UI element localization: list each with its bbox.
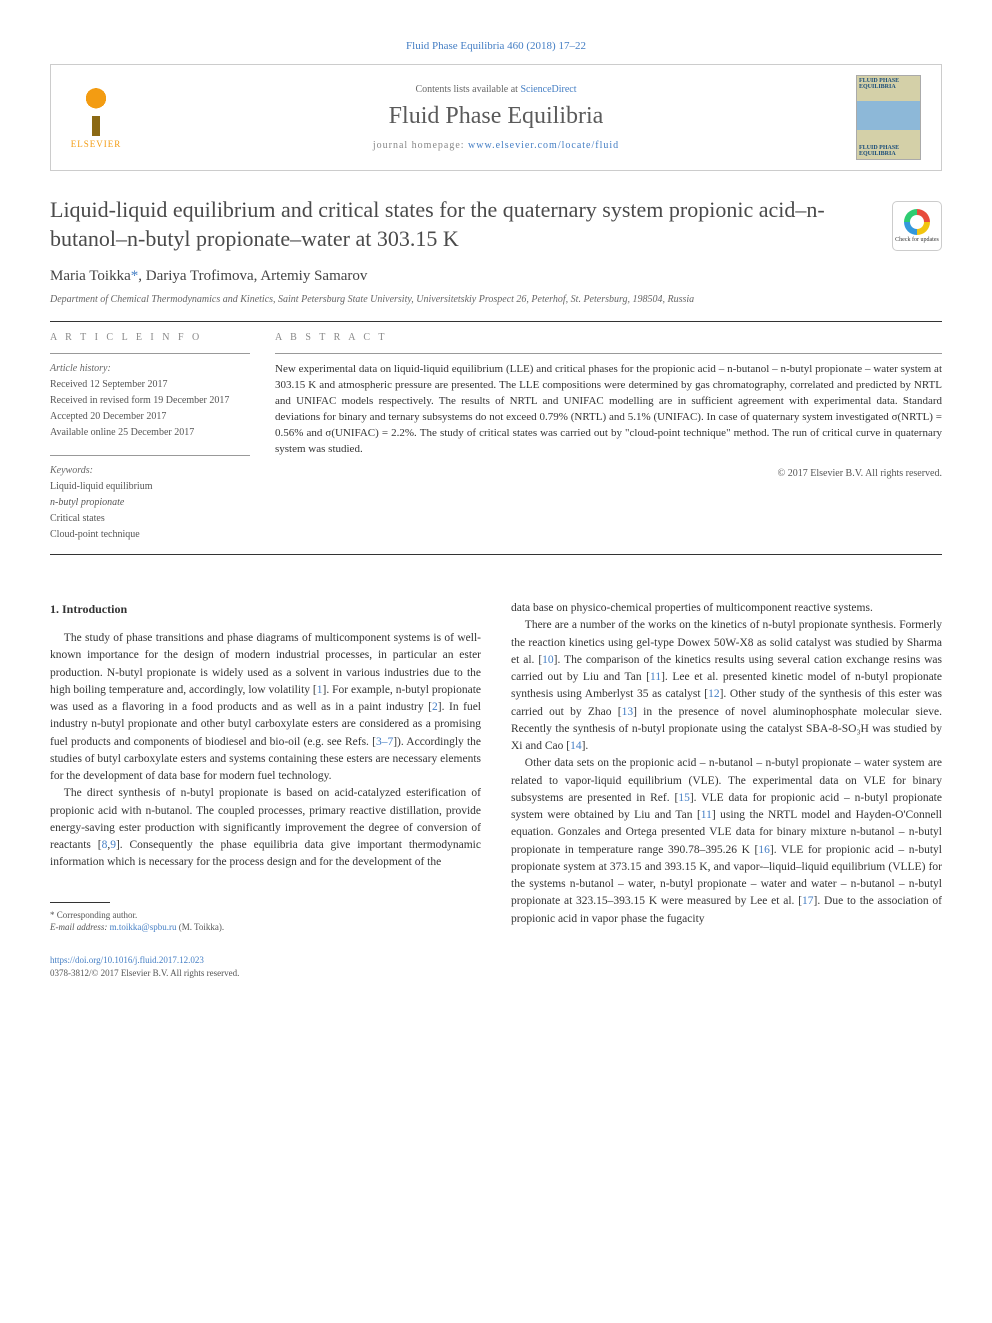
journal-name: Fluid Phase Equilibria [136,103,856,130]
ref-link[interactable]: 12 [708,688,720,700]
affiliation: Department of Chemical Thermodynamics an… [50,293,942,306]
body-paragraph: The study of phase transitions and phase… [50,630,481,785]
accepted-date: Accepted 20 December 2017 [50,410,250,424]
section-heading: 1. Introduction [50,600,481,618]
keywords-label: Keywords: [50,464,250,478]
ref-link[interactable]: 16 [758,844,770,856]
body-paragraph: Other data sets on the propionic acid – … [511,755,942,928]
ref-link[interactable]: 14 [570,740,582,752]
body-paragraph: There are a number of the works on the k… [511,617,942,755]
ref-link[interactable]: 11 [650,671,661,683]
journal-homepage: journal homepage: www.elsevier.com/locat… [136,140,856,151]
body-paragraph: data base on physico-chemical properties… [511,600,942,617]
ref-link[interactable]: 13 [622,706,634,718]
ref-link[interactable]: 10 [542,654,554,666]
footer-block: https://doi.org/10.1016/j.fluid.2017.12.… [50,954,481,981]
article-title: Liquid-liquid equilibrium and critical s… [50,196,942,253]
history-label: Article history: [50,362,250,376]
elsevier-tree-icon [71,86,121,136]
online-date: Available online 25 December 2017 [50,426,250,440]
keyword: Critical states [50,512,250,526]
abstract-heading: A B S T R A C T [275,332,942,343]
article-citation: Fluid Phase Equilibria 460 (2018) 17–22 [50,40,942,52]
doi-link[interactable]: https://doi.org/10.1016/j.fluid.2017.12.… [50,955,204,965]
authors: Maria Toikka*, Dariya Trofimova, Artemiy… [50,268,942,285]
body-column-right: data base on physico-chemical properties… [511,600,942,981]
publisher-logo: ELSEVIER [66,83,136,153]
issn-copyright: 0378-3812/© 2017 Elsevier B.V. All right… [50,967,481,981]
corresponding-footnote: * Corresponding author. E-mail address: … [50,909,481,934]
contents-available: Contents lists available at ScienceDirec… [136,84,856,95]
email-link[interactable]: m.toikka@spbu.ru [110,922,177,932]
abstract-text: New experimental data on liquid-liquid e… [275,362,942,458]
keyword: Cloud-point technique [50,528,250,542]
footnote-separator [50,902,110,903]
article-info-heading: A R T I C L E I N F O [50,332,250,343]
keyword: n-butyl propionate [50,496,250,510]
abstract: A B S T R A C T New experimental data on… [275,332,942,544]
check-updates-label: Check for updates [895,237,939,243]
check-updates-badge[interactable]: Check for updates [892,201,942,251]
divider [50,321,942,322]
ref-link[interactable]: 11 [701,809,712,821]
keyword: Liquid-liquid equilibrium [50,480,250,494]
journal-homepage-link[interactable]: www.elsevier.com/locate/fluid [468,140,619,151]
revised-date: Received in revised form 19 December 201… [50,394,250,408]
divider [50,554,942,555]
body-paragraph: The direct synthesis of n-butyl propiona… [50,785,481,871]
ref-link[interactable]: 17 [802,895,814,907]
ref-link[interactable]: 15 [678,792,690,804]
crossmark-icon [904,209,930,235]
journal-cover-thumbnail: FLUID PHASE EQUILIBRIA FLUID PHASE EQUIL… [856,75,921,160]
body-column-left: 1. Introduction The study of phase trans… [50,600,481,981]
article-info: A R T I C L E I N F O Article history: R… [50,332,250,544]
publisher-name: ELSEVIER [71,139,122,149]
copyright: © 2017 Elsevier B.V. All rights reserved… [275,468,942,479]
received-date: Received 12 September 2017 [50,378,250,392]
journal-header: ELSEVIER Contents lists available at Sci… [50,64,942,171]
sciencedirect-link[interactable]: ScienceDirect [520,84,576,95]
article-body: 1. Introduction The study of phase trans… [50,600,942,981]
ref-link[interactable]: 3–7 [376,736,393,748]
